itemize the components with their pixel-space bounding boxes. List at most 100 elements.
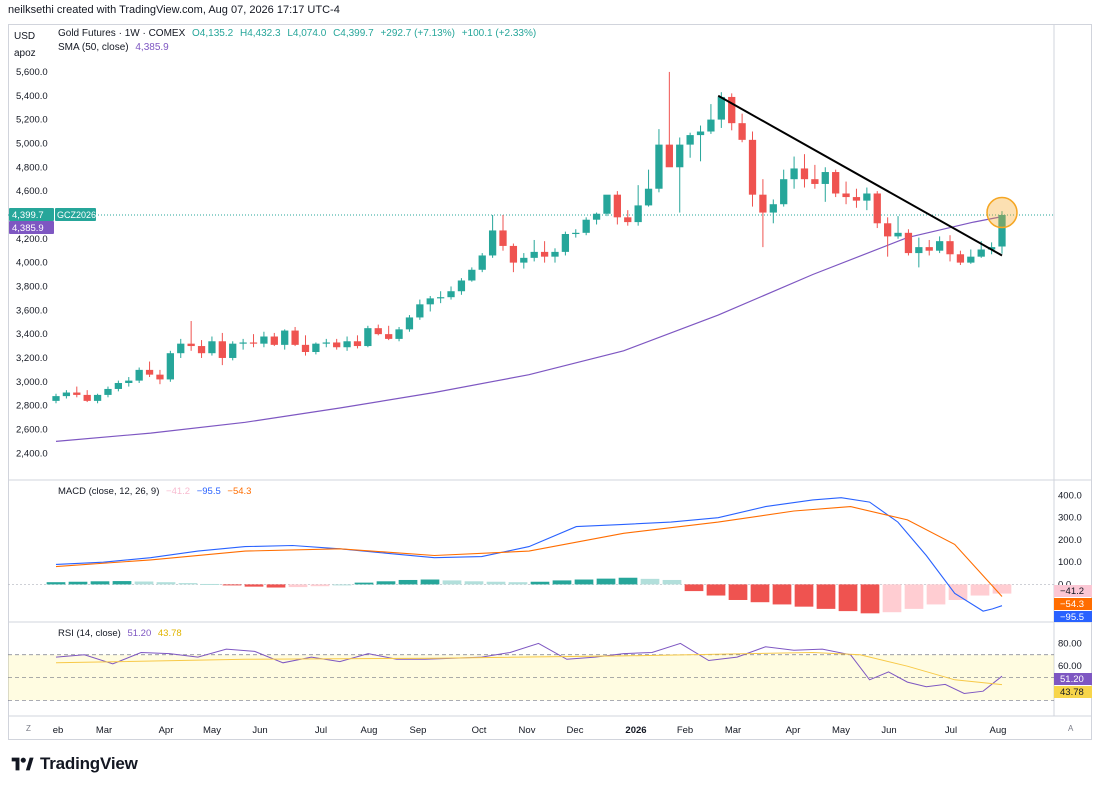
time-axis-label: Jul xyxy=(315,725,327,736)
candle-body xyxy=(260,336,268,344)
candle-body xyxy=(686,135,694,145)
time-axis-label: Oct xyxy=(472,725,487,736)
candle-body xyxy=(811,179,819,184)
price-axis-tick: 3,400.0 xyxy=(16,329,48,340)
macd-axis-tick: 400.0 xyxy=(1058,490,1082,501)
rsi-label[interactable]: RSI (14, close) xyxy=(58,628,121,639)
candle-body xyxy=(613,194,622,218)
candle-body xyxy=(145,369,154,375)
macd-histogram-bar xyxy=(662,579,682,585)
macd-histogram-bar xyxy=(46,582,66,585)
macd-histogram-bar xyxy=(596,578,616,585)
breakout-highlight-circle xyxy=(986,196,1018,229)
candle-body xyxy=(52,396,60,401)
macd-histogram-bar xyxy=(200,583,220,585)
sma-price-tag: 4,385.9 xyxy=(9,221,54,234)
macd-histogram-bar xyxy=(750,584,770,603)
candle-body xyxy=(561,234,570,252)
price-axis-tick: 4,200.0 xyxy=(16,234,48,245)
tradingview-logo-icon xyxy=(11,757,34,771)
macd-axis-tick: 300.0 xyxy=(1058,513,1082,524)
price-legend: Gold Futures · 1W · COMEX O4,135.2 H4,43… xyxy=(58,27,536,55)
time-axis-label: Mar xyxy=(96,725,112,736)
time-axis-label: Aug xyxy=(361,725,378,736)
candle-body xyxy=(977,249,985,257)
macd-histogram-bar xyxy=(882,584,902,613)
price-axis-tick: 5,000.0 xyxy=(16,138,48,149)
macd-axis-tick: 0.0 xyxy=(1058,579,1071,590)
macd-histogram-bar xyxy=(134,581,154,585)
auto-scale-button[interactable]: A xyxy=(1068,724,1074,733)
candle-body xyxy=(655,144,663,189)
macd-histogram-bar xyxy=(288,584,308,588)
macd-label[interactable]: MACD (close, 12, 26, 9) xyxy=(58,486,160,497)
macd-histogram-bar xyxy=(640,578,660,585)
candle-body xyxy=(270,336,278,345)
sma-label[interactable]: SMA (50, close) xyxy=(58,42,129,53)
time-axis-label: Sep xyxy=(410,725,427,736)
candle-body xyxy=(166,353,174,380)
candle-body xyxy=(468,269,476,281)
time-axis-label: Mar xyxy=(725,725,741,736)
price-axis-tick: 5,200.0 xyxy=(16,115,48,126)
time-axis-label: May xyxy=(203,725,221,736)
candle-body xyxy=(582,219,590,233)
time-axis-label: Aug xyxy=(990,725,1007,736)
macd-hist-tag: −41.2 xyxy=(1060,586,1084,597)
macd-histogram-bar xyxy=(530,581,550,585)
zoom-button[interactable]: Z xyxy=(26,724,31,733)
macd-histogram-bar xyxy=(398,579,418,585)
candle-body xyxy=(956,254,965,263)
time-axis-label: Nov xyxy=(519,725,536,736)
macd-hist-value: −41.2 xyxy=(166,486,191,497)
candle-body xyxy=(291,330,299,345)
macd-histogram-bar xyxy=(244,584,264,587)
macd-histogram-bar xyxy=(420,579,440,585)
candle-body xyxy=(301,344,310,353)
rsi-value: 51.20 xyxy=(127,628,152,639)
rsi-ma-value: 43.78 xyxy=(157,628,182,639)
candle-body xyxy=(229,343,237,358)
candle-body xyxy=(249,342,258,344)
candle-body xyxy=(239,342,247,344)
macd-histogram-bar xyxy=(574,579,594,585)
candle-body xyxy=(884,223,892,237)
last-price-tag-text: 4,399.7 xyxy=(12,210,44,221)
time-axis[interactable]: eb Mar Apr May Jun Jul Aug Sep Oct Nov Dec 2026 Feb M… xyxy=(53,725,1007,736)
price-axis-tick: 3,000.0 xyxy=(16,377,48,388)
price-axis-tick: 4,600.0 xyxy=(16,186,48,197)
currency-code: USD xyxy=(14,31,36,42)
time-axis-label: Jun xyxy=(252,725,267,736)
time-axis-label: Apr xyxy=(786,725,801,736)
symbol-title[interactable]: Gold Futures · 1W · COMEX xyxy=(58,28,186,39)
tradingview-brand: TradingView xyxy=(10,754,138,774)
macd-histogram-bar xyxy=(310,584,330,587)
close-value: C4,399.7 xyxy=(333,28,374,39)
candle-body xyxy=(322,342,330,344)
last-price-tag: 4,399.7 GCZ2026 xyxy=(9,208,96,221)
macd-histogram-bar xyxy=(970,584,990,596)
candle-body xyxy=(416,304,424,318)
macd-histogram-bar xyxy=(860,584,880,614)
price-axis-tick: 5,400.0 xyxy=(16,91,48,102)
macd-line-tag: −95.5 xyxy=(1060,612,1084,623)
candle-body xyxy=(676,144,684,168)
macd-histogram-bar xyxy=(354,582,374,585)
macd-histogram-bar xyxy=(728,584,748,600)
high-value: H4,432.3 xyxy=(239,28,281,39)
macd-histogram-bar xyxy=(508,582,528,585)
candle-body xyxy=(478,255,486,270)
candle-body xyxy=(665,144,673,168)
candle-body xyxy=(852,197,861,201)
symbol-tag-text: GCZ2026 xyxy=(57,210,96,220)
candle-body xyxy=(967,256,975,263)
macd-histogram-bar xyxy=(156,582,176,585)
candle-body xyxy=(114,382,123,389)
macd-signal-line xyxy=(55,506,1003,597)
macd-histogram-bar xyxy=(816,584,836,609)
change-value: +292.7 (+7.13%) xyxy=(380,28,455,39)
macd-histogram-bar xyxy=(794,584,814,607)
rsi-right-tags: 51.20 43.78 xyxy=(1054,673,1092,698)
candle-body xyxy=(426,298,434,305)
